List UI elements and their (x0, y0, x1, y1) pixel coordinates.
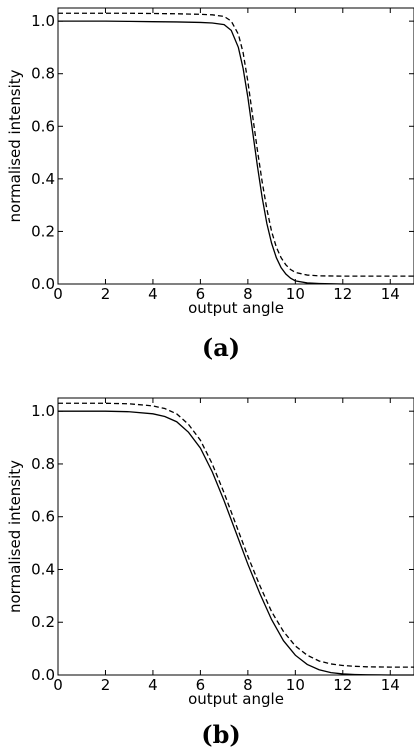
x-tick-label: 2 (101, 285, 111, 303)
y-tick-label: 0.6 (31, 508, 55, 526)
y-tick-label: 0.6 (31, 117, 55, 135)
y-axis-label: normalised intensity (6, 69, 24, 222)
x-tick-label: 14 (381, 676, 400, 694)
x-tick-label: 6 (196, 676, 206, 694)
y-tick-label: 0.2 (31, 613, 55, 631)
dashed-series-line (58, 402, 414, 668)
panel-label: (b) (201, 720, 241, 749)
x-tick-label: 4 (148, 285, 158, 303)
x-tick-label: 2 (101, 676, 111, 694)
x-axis-label: output angle (188, 299, 284, 317)
x-tick-label: 8 (243, 285, 253, 303)
y-tick-label: 0.2 (31, 222, 55, 240)
x-tick-label: 0 (53, 285, 63, 303)
x-tick-label: 0 (53, 676, 63, 694)
x-tick-label: 10 (286, 676, 305, 694)
x-tick-label: 12 (333, 676, 352, 694)
y-axis-label: normalised intensity (6, 460, 24, 613)
panel-label: (a) (202, 333, 240, 362)
y-tick-label: 1.0 (31, 402, 55, 420)
chart-panel-b: 0 2 4 6 8 10 12 14 0.0 0.2 0.4 0.6 0.8 1.0 output angl… (6, 397, 414, 749)
y-tick-label: 0.8 (31, 65, 55, 83)
chart-panel-a: 0 2 4 6 8 10 12 14 0.0 0.2 0.4 0.6 0.8 1.0 output angl… (6, 7, 414, 362)
x-axis-label: output angle (188, 690, 284, 708)
x-tick-label: 12 (333, 285, 352, 303)
x-tick-label: 4 (148, 676, 158, 694)
x-tick-label: 6 (196, 285, 206, 303)
solid-series-line (58, 410, 414, 676)
x-tick-label: 14 (381, 285, 400, 303)
dashed-series-line (58, 12, 414, 277)
x-tick-label: 10 (286, 285, 305, 303)
y-tick-label: 0.8 (31, 455, 55, 473)
x-tick-label: 8 (243, 676, 253, 694)
plot-frame (57, 7, 414, 285)
y-tick-label: 0.4 (31, 170, 55, 188)
y-tick-label: 0.0 (31, 666, 55, 684)
y-tick-label: 1.0 (31, 12, 55, 30)
solid-series-line (58, 20, 414, 285)
y-tick-label: 0.0 (31, 275, 55, 293)
y-tick-label: 0.4 (31, 560, 55, 578)
plot-frame (57, 397, 414, 676)
